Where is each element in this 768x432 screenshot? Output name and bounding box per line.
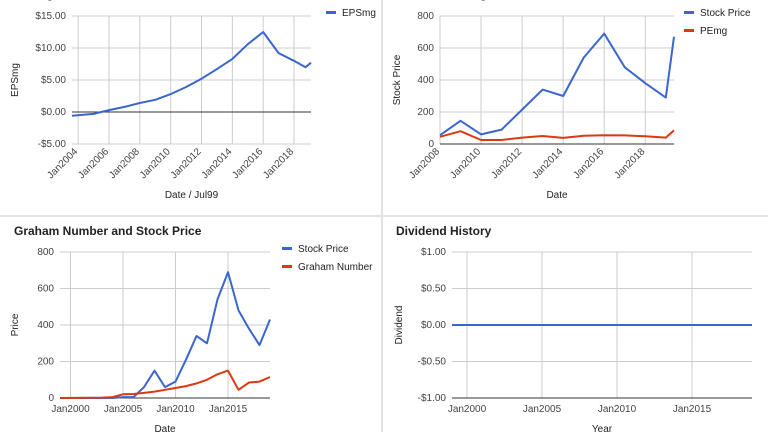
- series-line-epsmg: [71, 31, 312, 117]
- x-axis-label: Date: [546, 190, 568, 201]
- x-tick-label: Jan2010: [156, 404, 195, 415]
- chart-title: EPSmg: [12, 0, 54, 1]
- graham-chart-svg: Graham Number and Stock Price 0 200 400 600 8…: [10, 224, 373, 432]
- x-tick-label: Jan2014: [530, 146, 565, 181]
- x-tick-label: Jan2014: [200, 146, 235, 181]
- y-tick-label: 400: [417, 75, 434, 86]
- chart-panel-dividend: Dividend History -$1.00 -$0.50 $0.00 $0.50 $1…: [384, 218, 768, 432]
- y-tick-label: $10.00: [35, 43, 66, 54]
- horizontal-divider: [0, 215, 768, 217]
- x-tick-label: Jan2012: [489, 146, 524, 181]
- y-axis-label: EPSmg: [10, 63, 21, 97]
- x-tick-label: Jan2018: [612, 146, 647, 181]
- x-tick-label: Jan2015: [673, 404, 712, 415]
- legend-swatch: [684, 11, 694, 14]
- y-tick-label: 800: [417, 11, 434, 22]
- y-axis-label: Stock Price: [392, 54, 403, 105]
- dividend-chart-svg: Dividend History -$1.00 -$0.50 $0.00 $0.50 $1…: [394, 224, 752, 432]
- x-tick-label: Jan2012: [169, 146, 204, 181]
- x-tick-label: Jan2015: [209, 404, 248, 415]
- y-tick-label: $0.00: [421, 320, 446, 331]
- legend-entry: PEmg: [700, 26, 727, 37]
- y-tick-label: 400: [37, 320, 54, 331]
- chart-title: Dividend History: [396, 224, 492, 238]
- legend-swatch: [684, 29, 694, 32]
- y-tick-label: 200: [37, 357, 54, 368]
- series-line-stock-price: [60, 271, 271, 399]
- x-tick-label: Jan2000: [51, 404, 90, 415]
- x-tick-label: Jan2004: [45, 146, 80, 181]
- y-tick-label: 0: [48, 393, 54, 404]
- y-tick-label: 0: [428, 139, 434, 150]
- y-axis-label: Price: [10, 313, 21, 336]
- chart-panel-price-pemg: Price and PEmg0200400600800Jan2008Jan201…: [384, 0, 768, 214]
- x-tick-label: Jan2005: [104, 404, 143, 415]
- legend-entry: Stock Price: [700, 8, 751, 19]
- x-tick-label: Jan2010: [448, 146, 483, 181]
- x-tick-label: Jan2005: [523, 404, 562, 415]
- x-tick-label: Jan2016: [230, 146, 265, 181]
- legend-entry: EPSmg: [342, 8, 376, 19]
- y-tick-label: $0.50: [421, 284, 446, 295]
- series-line-stock-price: [439, 32, 675, 137]
- chart-panel-graham: Graham Number and Stock Price 0 200 400 600 8…: [0, 218, 380, 432]
- chart-title: Price and PEmg: [396, 0, 487, 1]
- y-tick-label: -$5.00: [38, 139, 67, 150]
- x-tick-label: Jan2006: [76, 146, 111, 181]
- y-tick-label: $0.00: [41, 107, 66, 118]
- x-tick-label: Jan2010: [598, 404, 637, 415]
- legend-entry: Graham Number: [298, 262, 373, 273]
- y-tick-label: 600: [417, 43, 434, 54]
- y-tick-label: 600: [37, 284, 54, 295]
- y-tick-label: $1.00: [421, 247, 446, 258]
- x-tick-label: Jan2008: [107, 146, 142, 181]
- x-tick-label: Jan2018: [261, 146, 296, 181]
- x-axis-label: Year: [592, 424, 613, 432]
- price-pemg-chart-svg: Price and PEmg0200400600800Jan2008Jan201…: [392, 0, 751, 201]
- chart-panel-epsmg: EPSmg -$5.00 $0.00 $5.00 $10.00 $15.00 Jan2004…: [0, 0, 380, 214]
- epsmg-chart-svg: EPSmg -$5.00 $0.00 $5.00 $10.00 $15.00 Jan2004…: [10, 0, 376, 201]
- y-tick-label: $15.00: [35, 11, 66, 22]
- legend-swatch: [326, 11, 336, 14]
- legend-entry: Stock Price: [298, 244, 349, 255]
- legend-swatch: [282, 265, 292, 268]
- x-tick-label: Jan2016: [571, 146, 606, 181]
- x-tick-label: Jan2000: [448, 404, 487, 415]
- x-tick-label: Jan2010: [138, 146, 173, 181]
- y-tick-label: $5.00: [41, 75, 66, 86]
- y-axis-label: Dividend: [394, 306, 405, 345]
- legend-swatch: [282, 247, 292, 250]
- chart-title: Graham Number and Stock Price: [14, 224, 202, 238]
- y-tick-label: -$1.00: [418, 393, 447, 404]
- series-line-graham-number: [59, 369, 271, 399]
- x-axis-label: Date: [154, 424, 176, 432]
- y-tick-label: 200: [417, 107, 434, 118]
- y-tick-label: -$0.50: [418, 357, 447, 368]
- series-line-pemg: [439, 129, 675, 141]
- x-tick-label: Jan2008: [407, 146, 442, 181]
- x-axis-label: Date / Jul99: [165, 190, 219, 201]
- y-tick-label: 800: [37, 247, 54, 258]
